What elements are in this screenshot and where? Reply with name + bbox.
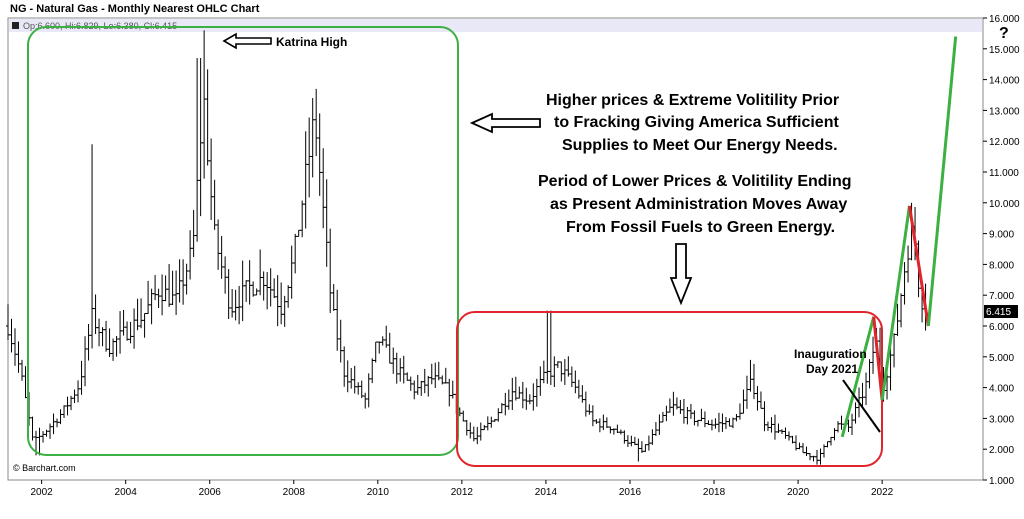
y-tick-label: 2.000 bbox=[989, 445, 1014, 456]
ohlc-marker bbox=[12, 22, 19, 29]
x-axis: 2002 2004 2006 2008 2010 2012 2014 2016 2018 2020… bbox=[30, 480, 894, 498]
chart-title: NG - Natural Gas - Monthly Nearest OHLC … bbox=[10, 3, 260, 15]
y-tick-label: 1.000 bbox=[989, 476, 1014, 487]
y-tick-label: 10.000 bbox=[989, 199, 1020, 210]
y-tick-label: 5.000 bbox=[989, 353, 1014, 364]
y-tick-label: 6.000 bbox=[989, 322, 1014, 333]
question-mark: ? bbox=[999, 25, 1009, 42]
green-period-box bbox=[27, 26, 459, 456]
inauguration-line-2: Day 2021 bbox=[806, 362, 858, 376]
trend-green-1 bbox=[840, 316, 876, 438]
trend-green-3 bbox=[926, 36, 958, 327]
x-tick-label: 2022 bbox=[871, 487, 894, 498]
y-tick-label: 12.000 bbox=[989, 137, 1020, 148]
box1-line-3: Supplies to Meet Our Energy Needs. bbox=[562, 137, 838, 154]
x-tick-label: 2010 bbox=[367, 487, 390, 498]
katrina-label: Katrina High bbox=[276, 35, 347, 49]
y-tick-label: 3.000 bbox=[989, 414, 1014, 425]
katrina-arrow bbox=[222, 32, 272, 50]
x-tick-label: 2008 bbox=[283, 487, 306, 498]
y-tick-label: 11.000 bbox=[989, 168, 1019, 179]
box2-line-2: as Present Administration Moves Away bbox=[550, 196, 847, 213]
left-arrow bbox=[469, 112, 541, 134]
x-tick-label: 2018 bbox=[703, 487, 726, 498]
last-value-label: 6.415 bbox=[986, 307, 1011, 318]
trend-red-2 bbox=[907, 205, 930, 327]
box1-line-1: Higher prices & Extreme Volitility Prior bbox=[546, 92, 839, 109]
y-tick-label: 9.000 bbox=[989, 230, 1014, 241]
box2-line-1: Period of Lower Prices & Volitility Endi… bbox=[538, 173, 852, 190]
inauguration-pointer bbox=[842, 379, 881, 433]
y-tick-label: 14.000 bbox=[989, 76, 1020, 87]
trend-red-1 bbox=[872, 316, 884, 401]
x-tick-label: 2002 bbox=[30, 487, 53, 498]
y-tick-label: 13.000 bbox=[989, 106, 1020, 117]
x-tick-label: 2004 bbox=[115, 487, 138, 498]
y-tick-label: 7.000 bbox=[989, 291, 1014, 302]
x-tick-label: 2016 bbox=[619, 487, 642, 498]
box2-line-3: From Fossil Fuels to Green Energy. bbox=[566, 219, 835, 236]
last-value-tag bbox=[984, 305, 1018, 318]
plot-background bbox=[7, 17, 984, 481]
x-tick-label: 2020 bbox=[787, 487, 810, 498]
header-band bbox=[9, 19, 982, 32]
box1-line-2: to Fracking Giving America Sufficient bbox=[554, 114, 839, 131]
x-tick-label: 2012 bbox=[451, 487, 474, 498]
y-tick-label: 8.000 bbox=[989, 260, 1014, 271]
ohlc-bars bbox=[6, 30, 932, 465]
y-tick-label: 15.000 bbox=[989, 45, 1020, 56]
x-tick-label: 2006 bbox=[199, 487, 222, 498]
trend-lines bbox=[840, 36, 958, 438]
y-axis: 1.000 2.000 3.000 4.000 5.000 6.000 7.000 8.000… bbox=[983, 14, 1020, 487]
trend-green-2 bbox=[880, 205, 911, 401]
y-tick-label: 16.000 bbox=[989, 14, 1020, 25]
x-tick-label: 2014 bbox=[535, 487, 558, 498]
credit: © Barchart.com bbox=[13, 463, 76, 473]
inauguration-line-1: Inauguration bbox=[794, 347, 867, 361]
down-arrow bbox=[669, 243, 693, 306]
y-tick-label: 4.000 bbox=[989, 384, 1014, 395]
